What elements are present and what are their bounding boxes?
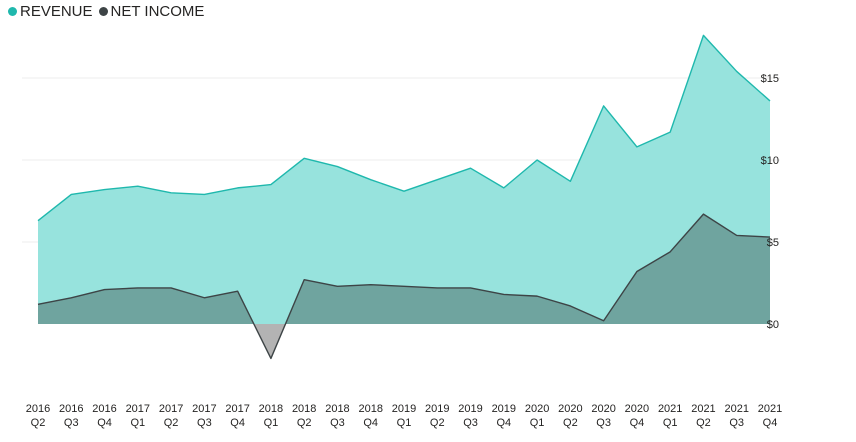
- x-tick-year: 2021: [724, 403, 748, 415]
- x-tick-year: 2021: [658, 403, 682, 415]
- x-tick-quarter: Q1: [130, 417, 145, 429]
- net-income-line: [37, 213, 771, 360]
- x-tick-year: 2021: [691, 403, 715, 415]
- x-tick-quarter: Q3: [197, 417, 212, 429]
- x-tick-label: 2018 Q2: [292, 403, 316, 429]
- x-tick-year: 2019: [392, 403, 416, 415]
- x-tick-quarter: Q3: [596, 417, 611, 429]
- x-tick-label: 2019 Q4: [492, 403, 516, 429]
- areas: [38, 35, 770, 359]
- x-tick-label: 2016 Q3: [59, 403, 83, 429]
- chart-legend: REVENUE NET INCOME: [8, 3, 204, 20]
- legend-dot-net-income-icon: [98, 7, 108, 16]
- x-tick-label: 2017 Q2: [159, 403, 183, 429]
- legend-label-revenue: REVENUE: [20, 3, 93, 20]
- y-tick-label: $10: [761, 155, 779, 167]
- revenue-line: [37, 34, 771, 222]
- net-income-area-positive: [38, 214, 770, 324]
- x-tick-year: 2018: [292, 403, 316, 415]
- x-tick-year: 2017: [126, 403, 150, 415]
- x-tick-year: 2020: [558, 403, 582, 415]
- x-tick-quarter: Q3: [330, 417, 345, 429]
- x-tick-label: 2020 Q2: [558, 403, 582, 429]
- x-tick-year: 2017: [159, 403, 183, 415]
- x-tick-label: 2017 Q4: [225, 403, 249, 429]
- series-lines: [37, 34, 771, 360]
- x-tick-quarter: Q2: [563, 417, 578, 429]
- y-axis-tick-labels: $0 $5 $10 $15: [761, 73, 779, 331]
- x-tick-label: 2021 Q2: [691, 403, 715, 429]
- x-tick-label: 2020 Q1: [525, 403, 549, 429]
- x-tick-year: 2019: [425, 403, 449, 415]
- x-tick-label: 2018 Q4: [358, 403, 382, 429]
- x-tick-label: 2021 Q1: [658, 403, 682, 429]
- x-tick-year: 2017: [225, 403, 249, 415]
- x-tick-label: 2018 Q1: [259, 403, 283, 429]
- legend-item-revenue[interactable]: REVENUE: [8, 3, 93, 20]
- x-tick-label: 2020 Q4: [625, 403, 649, 429]
- x-tick-quarter: Q4: [230, 417, 245, 429]
- x-tick-year: 2020: [625, 403, 649, 415]
- x-tick-label: 2016 Q2: [26, 403, 50, 429]
- y-tick-label: $5: [767, 237, 779, 249]
- x-tick-quarter: Q3: [729, 417, 744, 429]
- x-tick-quarter: Q4: [630, 417, 645, 429]
- x-tick-label: 2018 Q3: [325, 403, 349, 429]
- x-tick-year: 2020: [525, 403, 549, 415]
- x-tick-quarter: Q2: [430, 417, 445, 429]
- x-tick-year: 2017: [192, 403, 216, 415]
- x-tick-year: 2016: [59, 403, 83, 415]
- x-tick-year: 2018: [358, 403, 382, 415]
- x-tick-quarter: Q4: [763, 417, 778, 429]
- x-tick-quarter: Q2: [696, 417, 711, 429]
- legend-item-net-income[interactable]: NET INCOME: [98, 3, 205, 20]
- x-tick-quarter: Q2: [297, 417, 312, 429]
- x-tick-quarter: Q2: [31, 417, 46, 429]
- x-tick-quarter: Q4: [97, 417, 112, 429]
- x-tick-year: 2018: [259, 403, 283, 415]
- x-tick-quarter: Q1: [663, 417, 678, 429]
- x-tick-quarter: Q3: [64, 417, 79, 429]
- x-tick-label: 2016 Q4: [92, 403, 116, 429]
- revenue-area: [38, 35, 770, 325]
- x-tick-label: 2019 Q2: [425, 403, 449, 429]
- x-tick-quarter: Q1: [264, 417, 279, 429]
- x-tick-label: 2021 Q4: [758, 403, 782, 429]
- y-tick-label: $15: [761, 73, 779, 85]
- x-tick-label: 2021 Q3: [724, 403, 748, 429]
- x-tick-quarter: Q1: [530, 417, 545, 429]
- x-tick-label: 2019 Q1: [392, 403, 416, 429]
- y-tick-label: $0: [767, 319, 779, 331]
- x-tick-year: 2016: [26, 403, 50, 415]
- net-income-area-negative: [38, 324, 770, 359]
- x-tick-year: 2020: [591, 403, 615, 415]
- x-tick-label: 2019 Q3: [458, 403, 482, 429]
- x-tick-year: 2019: [492, 403, 516, 415]
- x-tick-quarter: Q3: [463, 417, 478, 429]
- x-tick-year: 2021: [758, 403, 782, 415]
- x-tick-quarter: Q4: [496, 417, 511, 429]
- x-tick-year: 2018: [325, 403, 349, 415]
- x-tick-quarter: Q2: [164, 417, 179, 429]
- legend-label-net-income: NET INCOME: [110, 3, 205, 20]
- x-tick-quarter: Q4: [363, 417, 378, 429]
- x-tick-label: 2017 Q1: [126, 403, 150, 429]
- x-tick-label: 2017 Q3: [192, 403, 216, 429]
- x-tick-quarter: Q1: [397, 417, 412, 429]
- legend-dot-revenue-icon: [8, 7, 17, 16]
- x-tick-year: 2016: [92, 403, 116, 415]
- x-tick-label: 2020 Q3: [591, 403, 615, 429]
- x-tick-year: 2019: [458, 403, 482, 415]
